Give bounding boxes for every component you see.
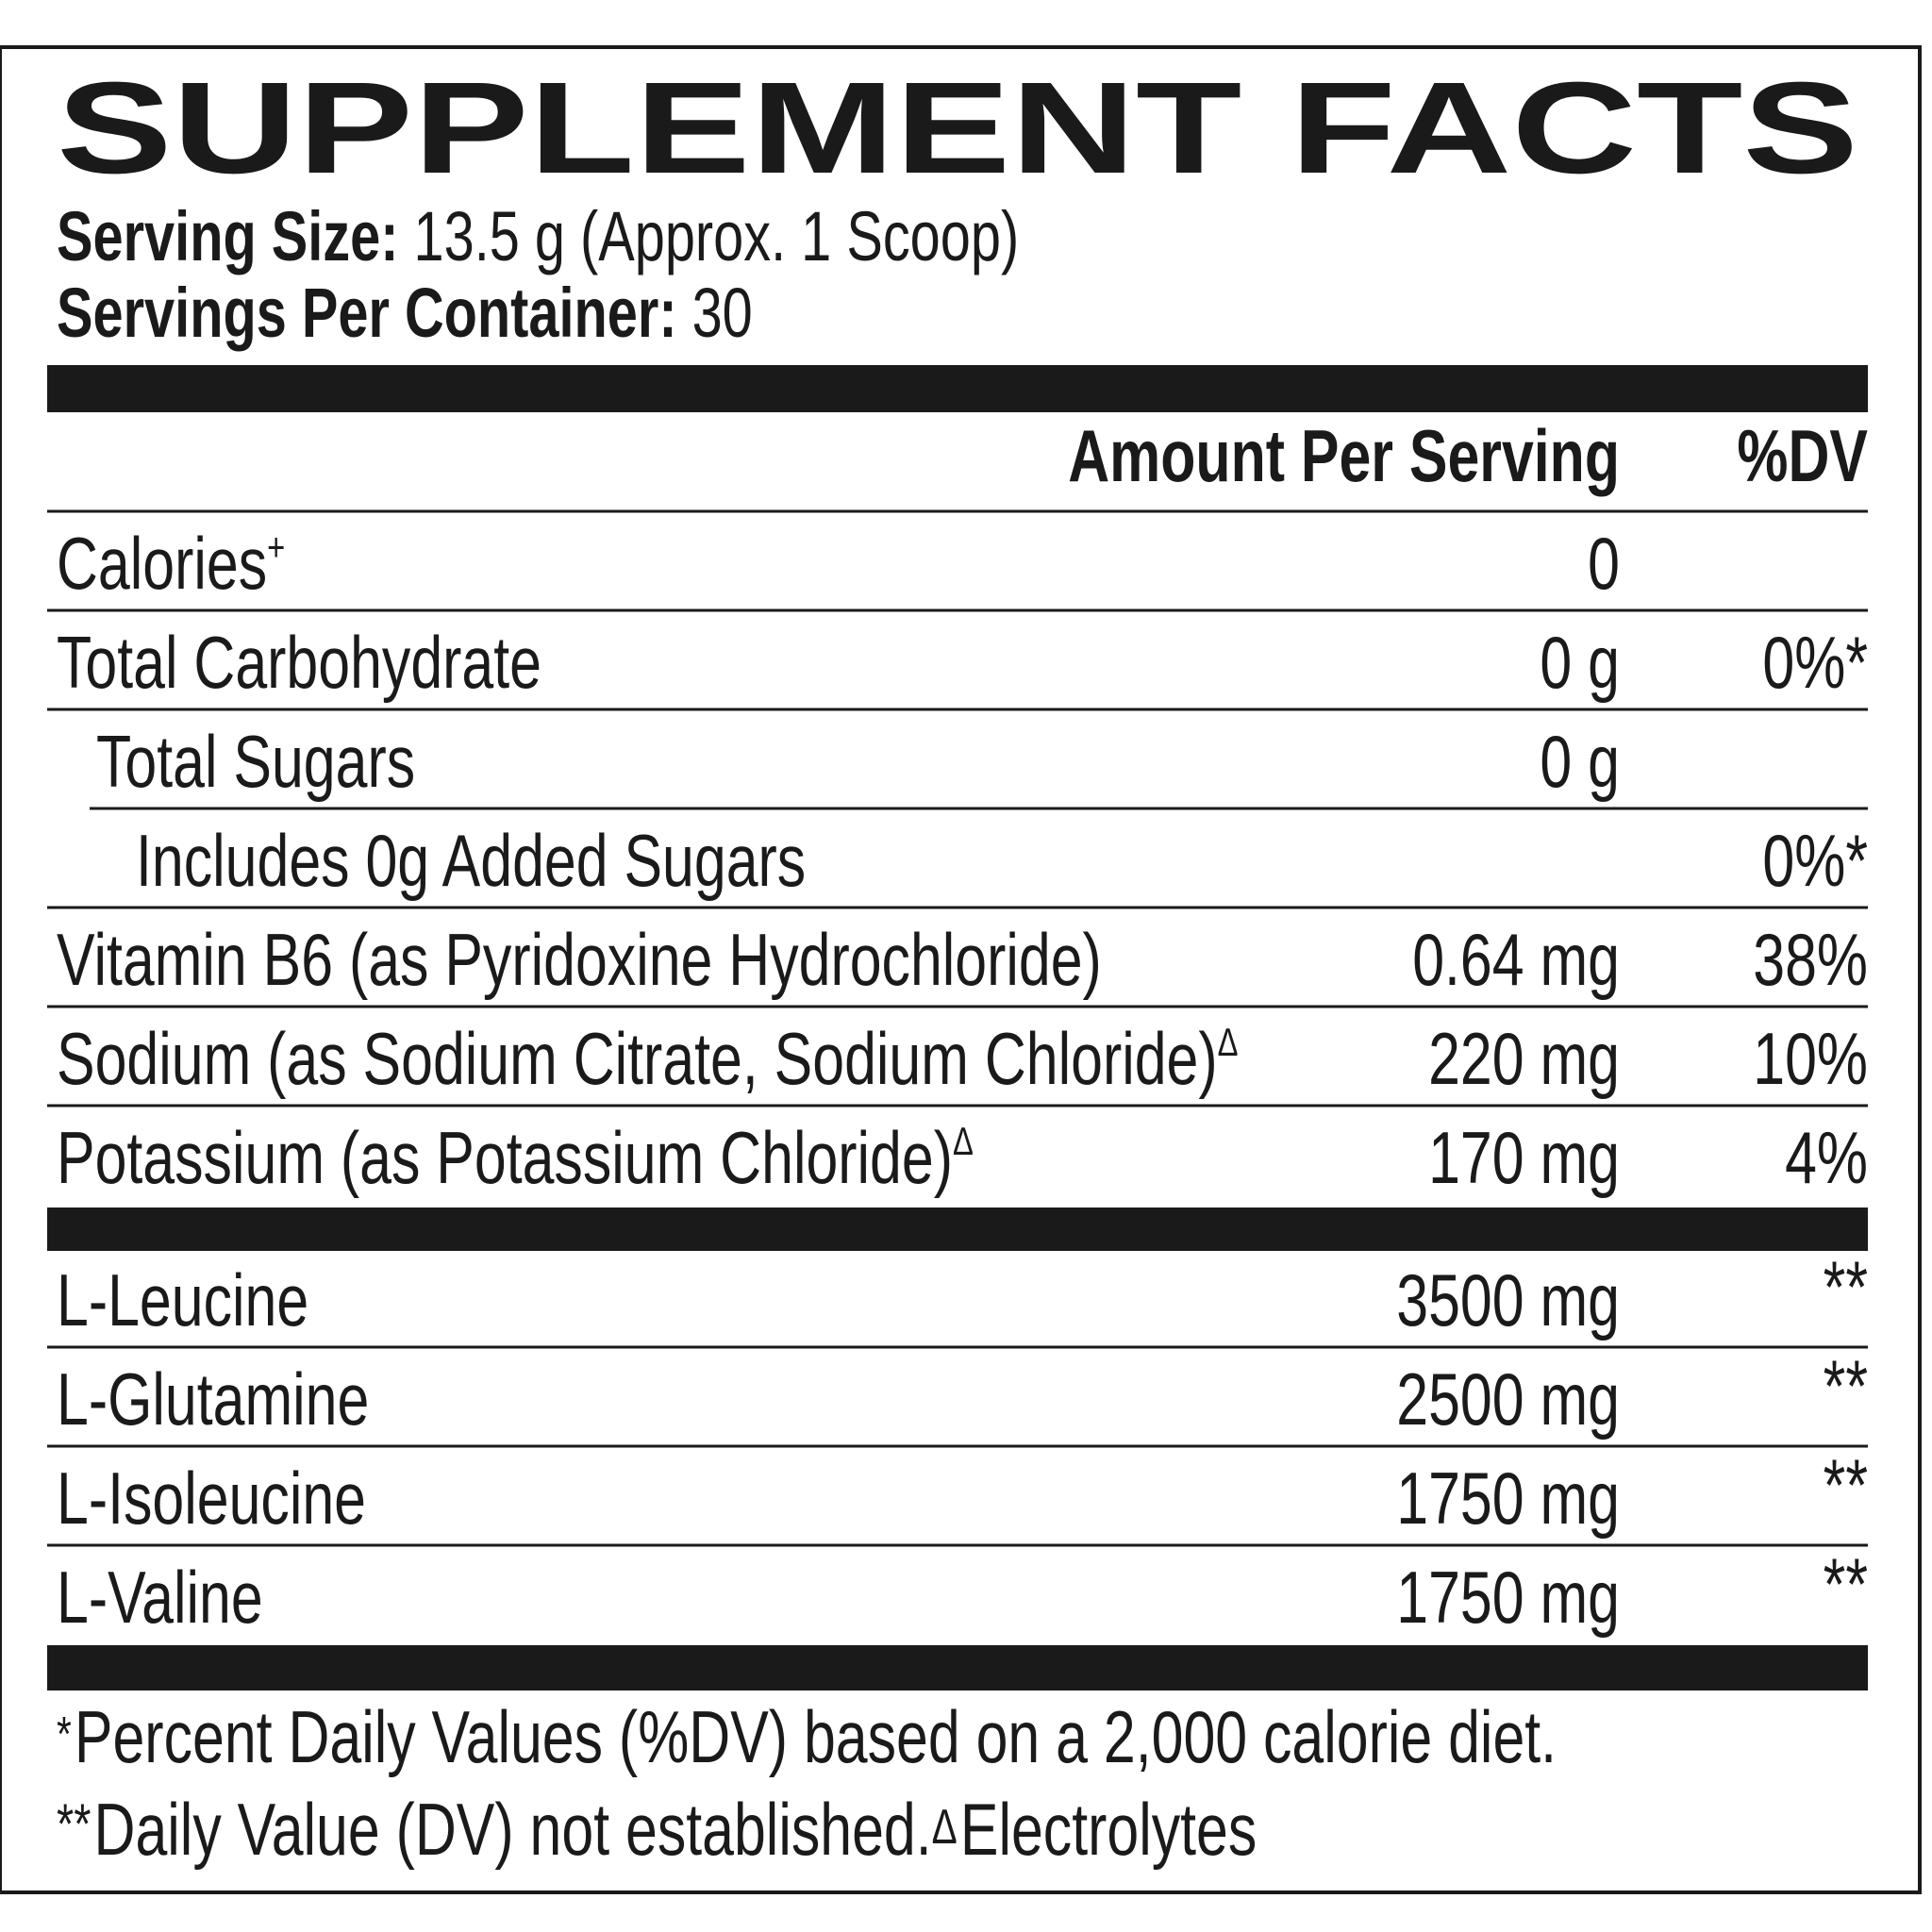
daily-value: ** xyxy=(1824,1543,1868,1625)
amount: 0 xyxy=(1588,523,1620,605)
footnote-mark: Δ xyxy=(932,1799,958,1854)
daily-value: 0%* xyxy=(1762,820,1868,902)
ingredient-name: L-Leucine xyxy=(57,1259,308,1341)
footnote-mark: Δ xyxy=(1218,1020,1239,1064)
serving-value: 13.5 g (Approx. 1 Scoop) xyxy=(414,198,1020,276)
amount: 0 g xyxy=(1540,622,1620,704)
footnote-mark: ** xyxy=(57,1792,91,1856)
amount: 1750 mg xyxy=(1396,1457,1620,1540)
label-border xyxy=(0,45,1922,1894)
footnote-mark: + xyxy=(267,525,285,569)
daily-value: 38% xyxy=(1753,919,1868,1001)
daily-value: 10% xyxy=(1753,1018,1868,1100)
nutrient-name-text: Vitamin B6 (as Pyridoxine Hydrochloride) xyxy=(57,919,1102,1001)
ingredient-name: L-Isoleucine xyxy=(57,1457,366,1540)
footnote-text: Daily Value (DV) not established. xyxy=(94,1789,932,1871)
nutrient-name: Total Sugars xyxy=(96,721,415,803)
footnote: **Daily Value (DV) not established.ΔElec… xyxy=(57,1789,1257,1871)
ingredient-name: L-Glutamine xyxy=(57,1358,369,1441)
nutrient-name: Calories+ xyxy=(57,523,285,605)
daily-value: 4% xyxy=(1785,1117,1868,1199)
amount: 0.64 mg xyxy=(1412,919,1620,1001)
amount: 220 mg xyxy=(1428,1018,1620,1100)
nutrient-name-text: Sodium (as Sodium Citrate, Sodium Chlori… xyxy=(57,1018,1218,1100)
nutrient-name: Sodium (as Sodium Citrate, Sodium Chlori… xyxy=(57,1018,1239,1100)
footnote-mark: * xyxy=(57,1707,72,1761)
serving-line: Servings Per Container: 30 xyxy=(57,275,753,353)
nutrient-name: Vitamin B6 (as Pyridoxine Hydrochloride) xyxy=(57,919,1102,1001)
serving-line: Serving Size: 13.5 g (Approx. 1 Scoop) xyxy=(57,198,1019,276)
daily-value: ** xyxy=(1824,1444,1868,1526)
amount: 1750 mg xyxy=(1396,1557,1620,1639)
daily-value: ** xyxy=(1824,1345,1868,1427)
nutrient-name-text: Includes 0g Added Sugars xyxy=(136,820,806,902)
footnote-text: Percent Daily Values (%DV) based on a 2,… xyxy=(75,1696,1557,1778)
serving-label: Servings Per Container: xyxy=(57,275,677,353)
footnote-mark: Δ xyxy=(953,1119,974,1163)
amount-header: Amount Per Serving xyxy=(1068,415,1620,497)
amount: 0 g xyxy=(1540,721,1620,803)
ingredient-name: L-Valine xyxy=(57,1557,263,1639)
footnote-text: Electrolytes xyxy=(960,1789,1257,1871)
serving-label: Serving Size: xyxy=(57,198,398,276)
nutrient-name-text: Total Sugars xyxy=(96,721,415,803)
footnote: *Percent Daily Values (%DV) based on a 2… xyxy=(57,1696,1557,1778)
nutrient-name: Total Carbohydrate xyxy=(57,622,541,704)
amount: 170 mg xyxy=(1428,1117,1620,1199)
nutrient-name: Potassium (as Potassium Chloride)Δ xyxy=(57,1117,974,1199)
nutrient-name-text: Total Carbohydrate xyxy=(57,622,541,704)
thick-rule xyxy=(47,365,1868,412)
nutrient-name-text: Calories xyxy=(57,523,267,605)
dv-header: %DV xyxy=(1737,415,1868,497)
daily-value: ** xyxy=(1824,1246,1868,1328)
thick-rule xyxy=(47,1645,1868,1690)
thick-rule xyxy=(47,1208,1868,1251)
nutrient-name: Includes 0g Added Sugars xyxy=(136,820,806,902)
label-title: SUPPLEMENT FACTS xyxy=(57,56,1858,201)
daily-value: 0%* xyxy=(1762,622,1868,704)
amount: 3500 mg xyxy=(1396,1259,1620,1341)
serving-value: 30 xyxy=(692,275,753,353)
nutrient-name-text: Potassium (as Potassium Chloride) xyxy=(57,1117,953,1199)
amount: 2500 mg xyxy=(1396,1358,1620,1441)
